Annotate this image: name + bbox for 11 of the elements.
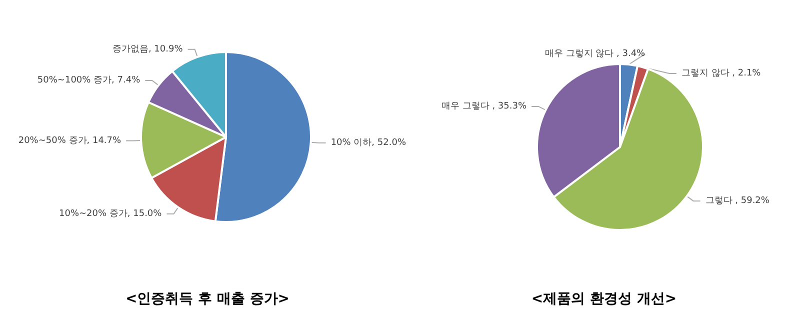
slice-label: 50%~100% 증가, 7.4% xyxy=(37,75,141,86)
text: <인증취득 후 매출 증가> xyxy=(125,291,290,307)
slice-label: 매우 그렇지 않다 , 3.4% xyxy=(544,49,646,59)
slice-label: 10%~20% 증가, 15.0% xyxy=(58,208,162,219)
slice-label: 매우 그렇다 , 35.3% xyxy=(441,101,527,112)
text: <제품의 환경성 개선> xyxy=(531,291,677,307)
slice-label: 그렇지 않다 , 2.1% xyxy=(681,68,762,79)
slice-label: 10% 이하, 52.0% xyxy=(330,138,406,148)
slice-label: 그렇다 , 59.2% xyxy=(705,196,770,206)
slice-label: 증가없음, 10.9% xyxy=(112,44,184,54)
slice-label: 20%~50% 증가, 14.7% xyxy=(18,136,122,146)
